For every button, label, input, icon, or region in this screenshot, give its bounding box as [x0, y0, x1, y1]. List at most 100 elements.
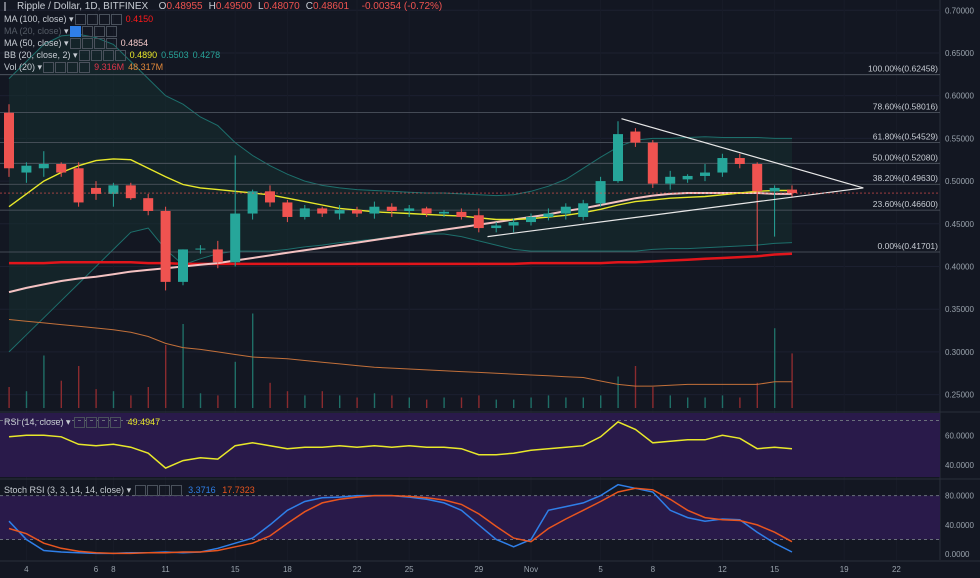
price-axis-label: 0.55000: [945, 134, 974, 143]
volume-bar: [321, 391, 323, 408]
indicator-value: 0.4150: [125, 14, 154, 24]
close-icon[interactable]: [67, 62, 79, 74]
candle-body: [4, 112, 14, 169]
volume-bar: [687, 397, 689, 408]
ohlc-value: 0.48955: [166, 1, 203, 12]
close-icon[interactable]: [93, 26, 105, 38]
more-icon[interactable]: [170, 485, 182, 497]
visibility-icon[interactable]: [69, 26, 81, 38]
indicator-value: 9.316M: [94, 62, 125, 72]
price-axis-background: [940, 0, 980, 578]
candle-body: [647, 142, 658, 184]
volume-bar: [252, 313, 254, 408]
candle-body: [578, 203, 589, 217]
candle-body: [125, 185, 136, 199]
bollinger-upper-line: [8, 33, 792, 197]
settings-icon[interactable]: [55, 62, 67, 74]
indicator-label[interactable]: MA (20, close): [4, 26, 62, 36]
indicator-label[interactable]: MA (100, close): [4, 14, 67, 24]
candle-body: [665, 176, 676, 184]
close-icon[interactable]: [102, 50, 114, 62]
visibility-icon[interactable]: [134, 485, 146, 497]
more-icon[interactable]: [105, 38, 117, 50]
volume-bar: [304, 395, 306, 408]
ohlc-readout: O0.48955 H0.49500 L0.48070 C0.48601: [159, 1, 355, 12]
candle-body: [369, 206, 380, 214]
more-icon[interactable]: [79, 62, 91, 74]
chart-type-icon[interactable]: [4, 2, 14, 12]
indicator-label[interactable]: MA (50, close): [4, 38, 62, 48]
settings-icon[interactable]: [146, 485, 158, 497]
visibility-icon[interactable]: [78, 50, 90, 62]
fib-level-label: 0.00%(0.41701): [878, 241, 939, 251]
triangle-lower-trendline: [487, 187, 864, 238]
more-icon[interactable]: [105, 26, 117, 38]
volume-bar: [426, 399, 428, 408]
candle-body: [421, 208, 432, 214]
visibility-icon[interactable]: [74, 14, 86, 26]
stoch-d-line: [8, 487, 793, 555]
more-icon[interactable]: [114, 50, 126, 62]
settings-icon[interactable]: [81, 26, 93, 38]
indicator-legend-row: MA (20, close) ▾: [4, 25, 220, 38]
settings-icon[interactable]: [86, 417, 98, 429]
volume-bar: [460, 397, 463, 408]
stoch-axis-label: 80.0000: [945, 492, 974, 501]
ohlc-key: L: [258, 1, 264, 12]
rsi-label[interactable]: RSI (14, close): [4, 417, 64, 427]
visibility-icon[interactable]: [43, 62, 55, 74]
more-icon[interactable]: [110, 14, 122, 26]
candle-body: [21, 165, 32, 173]
volume-bar: [356, 397, 358, 408]
candle-body: [508, 222, 519, 226]
close-icon[interactable]: [93, 38, 105, 50]
close-icon[interactable]: [158, 485, 170, 497]
legend-dropdown-icon[interactable]: ▾: [35, 62, 43, 72]
more-icon[interactable]: [110, 417, 122, 429]
indicator-value: 0.4890: [129, 50, 158, 60]
date-axis-label: 4: [24, 565, 29, 574]
ohlc-value: 0.48601: [312, 1, 350, 12]
ohlc-o: O0.48955: [159, 1, 203, 12]
symbol-title[interactable]: Ripple / Dollar, 1D, BITFINEX: [17, 1, 149, 12]
legend-dropdown-icon[interactable]: ▾: [66, 14, 74, 24]
volume-bar: [373, 393, 376, 408]
volume-bar: [739, 397, 741, 408]
legend-dropdown-icon[interactable]: ▾: [61, 38, 69, 48]
volume-bar: [60, 380, 62, 408]
close-icon[interactable]: [98, 417, 110, 429]
candle-body: [404, 208, 415, 211]
stoch-k-value: 3.3716: [188, 485, 216, 495]
volume-bar: [234, 361, 236, 408]
date-axis-label: 15: [770, 565, 779, 574]
volume-bar: [774, 328, 776, 408]
indicator-label[interactable]: Vol (20): [4, 62, 36, 72]
candle-body: [752, 164, 763, 192]
candle-body: [491, 225, 502, 229]
volume-bar: [43, 355, 45, 408]
candle-body: [734, 158, 745, 164]
fib-level-label: 50.00%(0.52080): [873, 152, 938, 162]
volume-bar: [669, 395, 671, 408]
visibility-icon[interactable]: [69, 38, 81, 50]
candle-body: [265, 191, 275, 203]
price-axis-label: 0.45000: [945, 220, 974, 229]
candle-body: [56, 164, 67, 173]
rsi-legend: RSI (14, close) ▾ 49.4947: [4, 416, 160, 429]
price-axis-label: 0.30000: [945, 348, 974, 357]
legend-dropdown-icon[interactable]: ▾: [70, 50, 78, 60]
stoch-label[interactable]: Stoch RSI (3, 3, 14, 14, close): [4, 485, 125, 495]
date-axis-label: 6: [94, 565, 99, 574]
close-icon[interactable]: [98, 14, 110, 26]
date-axis-label: 8: [111, 565, 116, 574]
settings-icon[interactable]: [86, 14, 98, 26]
date-axis-label: 18: [283, 565, 292, 574]
settings-icon[interactable]: [81, 38, 93, 50]
indicator-label[interactable]: BB (20, close, 2): [4, 50, 71, 60]
settings-icon[interactable]: [90, 50, 102, 62]
legend-dropdown-icon[interactable]: ▾: [61, 26, 69, 36]
visibility-icon[interactable]: [74, 417, 86, 429]
legend-dropdown-icon[interactable]: ▾: [126, 485, 132, 495]
legend-dropdown-icon[interactable]: ▾: [66, 417, 71, 427]
